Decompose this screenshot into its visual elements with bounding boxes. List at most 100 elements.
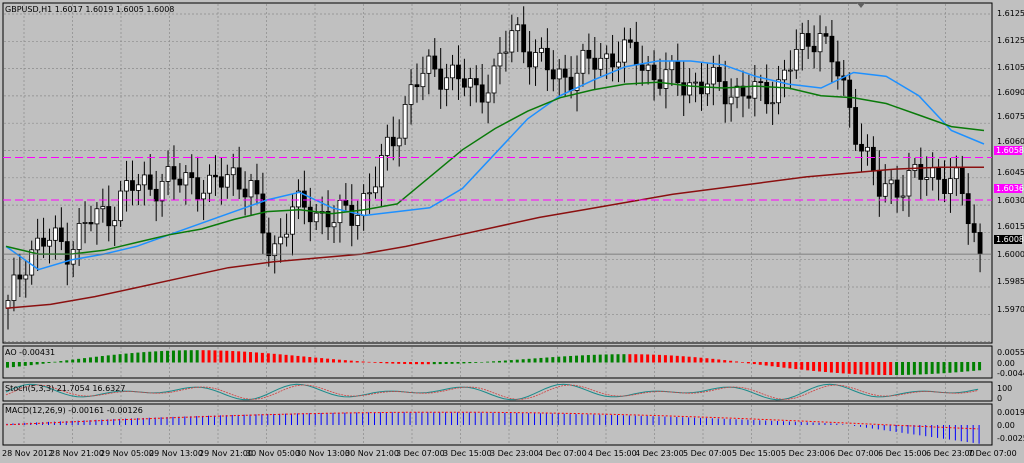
macd-axis-label: -0.00256: [997, 434, 1024, 443]
candle-body: [64, 241, 70, 265]
candle-body: [829, 35, 835, 63]
candle-body: [788, 69, 793, 72]
ao-bar: [219, 350, 223, 363]
candle-body: [716, 66, 722, 82]
candle-body: [870, 146, 876, 171]
ao-bar: [462, 362, 466, 364]
candle-body: [242, 188, 248, 198]
candle-body: [622, 39, 627, 63]
ao-bar: [308, 357, 312, 363]
ao-bar: [752, 362, 756, 365]
candle-body: [135, 184, 141, 191]
candle-body: [5, 300, 11, 309]
ao-bar: [681, 356, 685, 363]
ao-bar: [936, 362, 940, 374]
candle-body: [307, 206, 313, 223]
ao-bar: [948, 362, 952, 373]
ao-bar: [438, 362, 442, 365]
ao-bar: [770, 362, 774, 367]
main-chart-title: GBPUSD,H1 1.6017 1.6019 1.6005 1.6008: [5, 5, 175, 14]
candle-body: [562, 68, 568, 78]
ao-bar: [823, 362, 827, 373]
ao-bar: [954, 362, 958, 373]
ao-bar: [284, 354, 288, 363]
ao-bar: [201, 350, 205, 363]
ao-bar: [521, 359, 525, 363]
candle-body: [533, 52, 538, 68]
candle-body: [574, 72, 580, 91]
candle-body: [959, 167, 965, 195]
ao-bar: [11, 362, 15, 368]
candle-body: [301, 190, 307, 208]
candle-body: [699, 81, 704, 95]
candle-body: [337, 200, 343, 224]
time-axis-label: 29 Nov 05:00: [100, 449, 154, 458]
candle-body: [977, 232, 983, 254]
ao-axis-label: 0.00558: [997, 348, 1024, 357]
stoch-main-line: [5, 383, 979, 401]
candle-body: [130, 180, 135, 191]
ao-bar: [865, 362, 869, 375]
candle-body: [835, 61, 841, 77]
candle-body: [598, 57, 604, 70]
candle-body: [817, 33, 823, 53]
ao-bar: [53, 361, 57, 363]
ao-bar: [895, 362, 899, 376]
candle-body: [705, 83, 710, 95]
ao-bar: [812, 362, 816, 371]
candle-body: [764, 82, 770, 105]
ao-bar: [723, 360, 727, 363]
candle-body: [396, 137, 402, 147]
pane-frame: [2, 403, 993, 446]
ao-bar: [646, 354, 650, 363]
candle-body: [515, 24, 521, 32]
candle-body: [539, 47, 544, 53]
candle-body: [580, 49, 586, 74]
candle-body: [88, 222, 94, 225]
candle-body: [894, 179, 900, 198]
candle-body: [218, 176, 224, 188]
ao-bar: [171, 350, 175, 363]
candle-body: [521, 24, 527, 53]
ao-bar: [960, 362, 964, 372]
ao-bar: [663, 355, 667, 363]
candle-body: [853, 107, 858, 145]
ao-bar: [343, 360, 347, 363]
candle-body: [29, 249, 35, 276]
ao-bar: [391, 362, 395, 364]
ao-axis-label: 0.00: [997, 359, 1015, 368]
candle-body: [924, 177, 930, 180]
candle-body: [94, 208, 100, 225]
candle-body: [390, 136, 396, 147]
ao-bar: [616, 354, 620, 363]
ao-bar: [100, 356, 104, 363]
candle-body: [343, 200, 349, 206]
candle-body: [224, 174, 230, 188]
ao-bar: [551, 357, 555, 363]
ao-bar: [586, 355, 590, 363]
candle-body: [53, 227, 58, 241]
time-axis-label: 29 Nov 21:00: [199, 449, 253, 458]
candle-body: [420, 72, 426, 88]
candle-body: [266, 232, 272, 257]
candle-body: [651, 64, 657, 81]
candle-body: [971, 223, 977, 233]
ao-bar: [575, 355, 579, 363]
macd-title: MACD(12,26,9) -0.00161 -0.00126: [5, 406, 143, 415]
ao-bar: [693, 357, 697, 363]
ao-bar: [503, 360, 507, 363]
ao-bar: [409, 362, 413, 365]
candle-body: [627, 39, 633, 43]
ao-bar: [652, 354, 656, 363]
candle-body: [669, 60, 675, 71]
ao-bar: [906, 362, 910, 375]
ao-bar: [758, 362, 762, 365]
candle-body: [361, 193, 367, 216]
ao-bar: [207, 350, 211, 363]
candle-body: [153, 188, 159, 202]
price-axis-label: 1.6125: [997, 9, 1024, 18]
ao-bar: [705, 358, 709, 363]
candle-body: [782, 69, 787, 81]
price-axis-label: 1.6075: [997, 112, 1024, 121]
